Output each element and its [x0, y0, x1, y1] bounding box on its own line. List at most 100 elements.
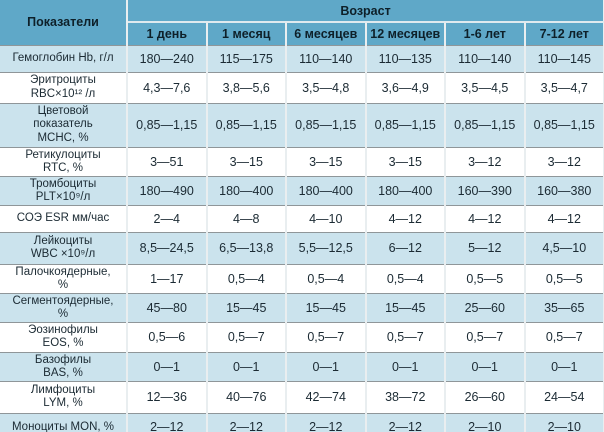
value-cell: 180—400	[365, 176, 446, 206]
table-row-band-neutrophils: Палочкоядерные, % 1—17 0,5—4 0,5—4 0,5—4…	[0, 264, 604, 295]
value-cell: 0,5—4	[286, 264, 367, 295]
value-cell: 0—1	[524, 352, 604, 382]
value-cell: 25—60	[445, 293, 526, 324]
value-cell: 0,5—5	[445, 264, 526, 295]
value-cell: 0,5—7	[445, 322, 526, 353]
indicator-label: Лейкоциты WBC ×10⁹/л	[0, 232, 128, 265]
value-cell: 15—45	[365, 293, 446, 324]
value-cell: 45—80	[127, 293, 208, 324]
indicator-label: Лимфоциты LYM, %	[0, 381, 128, 414]
value-cell: 0,85—1,15	[365, 103, 446, 148]
table-row-lymphocytes: Лимфоциты LYM, % 12—36 40—76 42—74 38—72…	[0, 381, 604, 414]
value-cell: 4,5—10	[524, 232, 604, 265]
table-row-segmented-neutrophils: Сегментоядерные, % 45—80 15—45 15—45 15—…	[0, 293, 604, 324]
indicator-label: Тромбоциты PLT×10⁹/л	[0, 176, 128, 206]
value-cell: 0,85—1,15	[445, 103, 526, 148]
indicator-label: Ретикулоциты RTC, %	[0, 147, 128, 177]
value-cell: 160—380	[524, 176, 604, 206]
value-cell: 0—1	[445, 352, 526, 382]
corner-header: Показатели	[0, 0, 128, 46]
table-row-basophils: Базофилы BAS, % 0—1 0—1 0—1 0—1 0—1 0—1	[0, 352, 604, 382]
value-cell: 35—65	[524, 293, 604, 324]
value-cell: 40—76	[206, 381, 287, 414]
value-cell: 3,8—5,6	[206, 72, 287, 104]
value-cell: 3—12	[524, 147, 604, 177]
value-cell: 42—74	[286, 381, 367, 414]
column-header-1-6-years: 1-6 лет	[445, 22, 526, 46]
value-cell: 15—45	[206, 293, 287, 324]
value-cell: 180—490	[127, 176, 208, 206]
table-row-color-index: Цветовой показатель MCHC, % 0,85—1,15 0,…	[0, 103, 604, 148]
value-cell: 38—72	[365, 381, 446, 414]
column-header-6-months: 6 месяцев	[286, 22, 367, 46]
value-cell: 0,5—7	[365, 322, 446, 353]
value-cell: 24—54	[524, 381, 604, 414]
value-cell: 3—15	[206, 147, 287, 177]
value-cell: 6,5—13,8	[206, 232, 287, 265]
value-cell: 0,5—7	[524, 322, 604, 353]
value-cell: 5,5—12,5	[286, 232, 367, 265]
column-header-12-months: 12 месяцев	[365, 22, 446, 46]
table-row-hemoglobin: Гемоглобин Hb, г/л 180—240 115—175 110—1…	[0, 45, 604, 73]
table-row-eosinophils: Эозинофилы EOS, % 0,5—6 0,5—7 0,5—7 0,5—…	[0, 322, 604, 353]
value-cell: 0,5—6	[127, 322, 208, 353]
value-cell: 0—1	[365, 352, 446, 382]
value-cell: 0—1	[206, 352, 287, 382]
table-row-monocytes: Моноциты MON, % 2—12 2—12 2—12 2—12 2—10…	[0, 413, 604, 432]
indicator-label: Моноциты MON, %	[0, 413, 128, 432]
value-cell: 26—60	[445, 381, 526, 414]
value-cell: 115—175	[206, 45, 287, 73]
table-row-esr: СОЭ ESR мм/час 2—4 4—8 4—10 4—12 4—12 4—…	[0, 205, 604, 233]
indicator-label: Эозинофилы EOS, %	[0, 322, 128, 353]
value-cell: 110—140	[445, 45, 526, 73]
value-cell: 0,5—4	[206, 264, 287, 295]
value-cell: 15—45	[286, 293, 367, 324]
value-cell: 110—145	[524, 45, 604, 73]
value-cell: 0,85—1,15	[524, 103, 604, 148]
value-cell: 2—4	[127, 205, 208, 233]
table-row-erythrocytes: Эритроциты RBC×10¹² /л 4,3—7,6 3,8—5,6 3…	[0, 72, 604, 104]
value-cell: 2—10	[445, 413, 526, 432]
value-cell: 2—12	[206, 413, 287, 432]
column-header-1-day: 1 день	[127, 22, 208, 46]
value-cell: 2—12	[127, 413, 208, 432]
indicator-label: Гемоглобин Hb, г/л	[0, 45, 128, 73]
value-cell: 3—51	[127, 147, 208, 177]
value-cell: 3—12	[445, 147, 526, 177]
value-cell: 4—12	[365, 205, 446, 233]
indicator-label: Палочкоядерные, %	[0, 264, 128, 295]
value-cell: 180—240	[127, 45, 208, 73]
value-cell: 110—140	[286, 45, 367, 73]
value-cell: 0—1	[286, 352, 367, 382]
header-row-ages: 1 день 1 месяц 6 месяцев 12 месяцев 1-6 …	[0, 22, 604, 46]
value-cell: 3—15	[365, 147, 446, 177]
value-cell: 0,85—1,15	[286, 103, 367, 148]
indicator-label: Эритроциты RBC×10¹² /л	[0, 72, 128, 104]
value-cell: 0,5—7	[286, 322, 367, 353]
table-row-reticulocytes: Ретикулоциты RTC, % 3—51 3—15 3—15 3—15 …	[0, 147, 604, 177]
value-cell: 180—400	[286, 176, 367, 206]
value-cell: 4,3—7,6	[127, 72, 208, 104]
value-cell: 4—8	[206, 205, 287, 233]
value-cell: 180—400	[206, 176, 287, 206]
value-cell: 2—10	[524, 413, 604, 432]
value-cell: 0—1	[127, 352, 208, 382]
value-cell: 160—390	[445, 176, 526, 206]
value-cell: 0,5—4	[365, 264, 446, 295]
header-row-group: Показатели Возраст	[0, 0, 604, 46]
age-group-header: Возраст	[127, 0, 604, 23]
value-cell: 3,6—4,9	[365, 72, 446, 104]
value-cell: 4—12	[524, 205, 604, 233]
value-cell: 0,85—1,15	[127, 103, 208, 148]
value-cell: 110—135	[365, 45, 446, 73]
value-cell: 12—36	[127, 381, 208, 414]
value-cell: 5—12	[445, 232, 526, 265]
table-row-platelets: Тромбоциты PLT×10⁹/л 180—490 180—400 180…	[0, 176, 604, 206]
value-cell: 3,5—4,8	[286, 72, 367, 104]
indicator-label: СОЭ ESR мм/час	[0, 205, 128, 233]
value-cell: 8,5—24,5	[127, 232, 208, 265]
value-cell: 2—12	[286, 413, 367, 432]
value-cell: 2—12	[365, 413, 446, 432]
indicator-label: Базофилы BAS, %	[0, 352, 128, 382]
table-row-leukocytes: Лейкоциты WBC ×10⁹/л 8,5—24,5 6,5—13,8 5…	[0, 232, 604, 265]
